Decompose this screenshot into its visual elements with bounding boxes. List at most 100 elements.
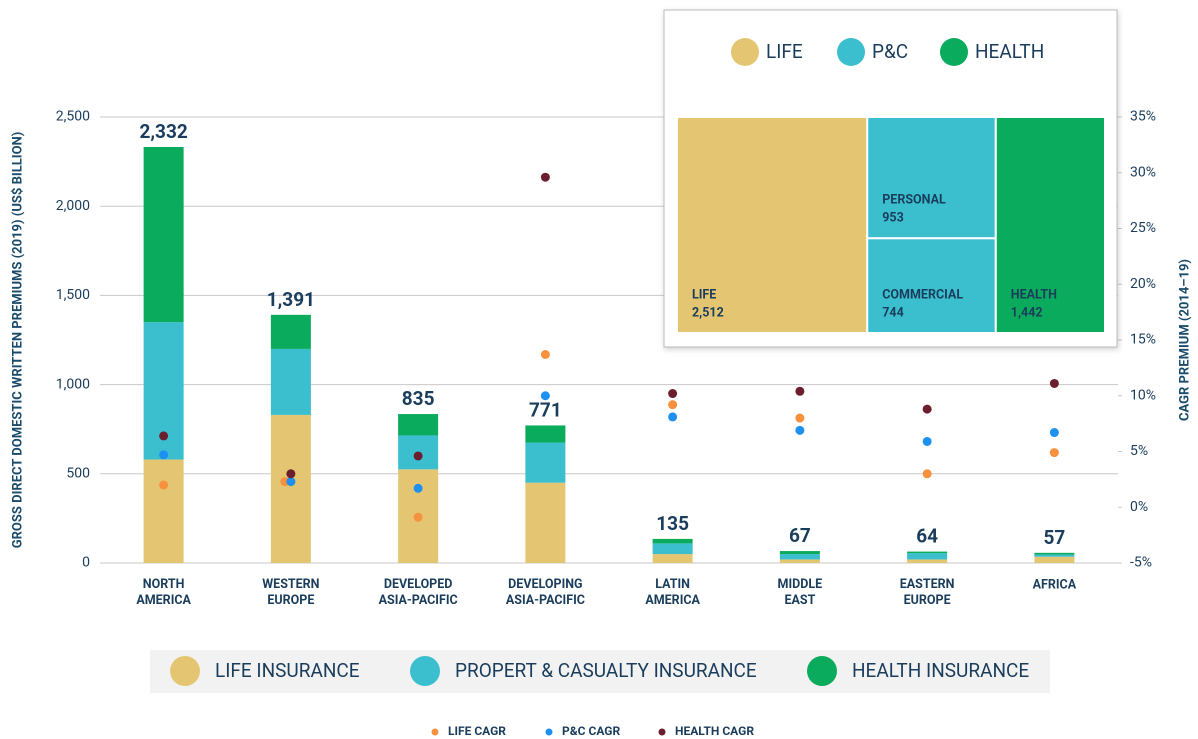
- cagr-point: [540, 349, 550, 359]
- cagr-point: [668, 412, 678, 422]
- legend-label: P&C: [872, 40, 908, 63]
- y2-tick-label: 30%: [1130, 164, 1156, 180]
- x-tick-label: DEVELOPING ASIA-PACIFIC: [506, 577, 585, 608]
- y-tick-label: 2,000: [56, 198, 90, 214]
- total-label: 67: [789, 524, 811, 547]
- cagr-point: [286, 477, 296, 487]
- x-tick-label: DEVELOPED ASIA-PACIFIC: [379, 577, 458, 608]
- legend-swatch: [658, 728, 666, 736]
- total-label: 135: [656, 512, 689, 535]
- cell-label: PERSONAL: [882, 193, 946, 208]
- bar-segment: [652, 543, 693, 555]
- bar-segment: [270, 414, 311, 563]
- cagr-point: [159, 431, 169, 441]
- y2-tick-label: 10%: [1130, 387, 1156, 403]
- legend-label: HEALTH: [975, 40, 1044, 63]
- bar-segment: [270, 348, 311, 415]
- cell-label: COMMERCIAL: [882, 287, 963, 302]
- cagr-point: [159, 450, 169, 460]
- cagr-point: [795, 425, 805, 435]
- y2-tick-label: 25%: [1130, 220, 1156, 236]
- legend-label: LIFE CAGR: [448, 724, 506, 738]
- y-tick-label: 500: [66, 466, 90, 482]
- cagr-point: [159, 480, 169, 490]
- y2-tick-label: 35%: [1130, 109, 1156, 125]
- cell-value: 744: [882, 305, 904, 320]
- legend-swatch: [431, 728, 439, 736]
- total-label: 64: [916, 525, 938, 548]
- bar-segment: [525, 425, 566, 443]
- y-tick-label: 1,500: [56, 287, 90, 303]
- cagr-point: [668, 389, 678, 399]
- x-tick-label: AFRICA: [1033, 577, 1077, 592]
- cagr-point: [413, 483, 423, 493]
- cell-label: LIFE: [692, 287, 716, 302]
- y-tick-label: 1,000: [56, 376, 90, 392]
- cell-label: HEALTH: [1011, 287, 1057, 302]
- y2-tick-label: 0%: [1130, 499, 1148, 515]
- cagr-point: [413, 512, 423, 522]
- bar-segment: [143, 146, 184, 323]
- legend-swatch: [837, 38, 865, 66]
- legend-label: LIFE: [766, 40, 803, 63]
- bar-segment: [779, 559, 820, 563]
- bar-segment: [907, 559, 948, 563]
- bar-segment: [779, 551, 820, 555]
- total-label: 771: [529, 398, 562, 421]
- y2-tick-label: -5%: [1130, 555, 1152, 571]
- legend-label: LIFE INSURANCE: [215, 659, 360, 682]
- total-label: 2,332: [139, 120, 187, 143]
- cagr-point: [668, 400, 678, 410]
- cagr-point: [540, 172, 550, 182]
- cagr-point: [286, 469, 296, 479]
- legend-swatch: [545, 728, 553, 736]
- y2-tick-label: 15%: [1130, 332, 1156, 348]
- x-tick-label: WESTERN EUROPE: [262, 577, 319, 608]
- total-label: 57: [1043, 526, 1065, 549]
- y-tick-label: 0: [82, 555, 90, 571]
- bar-segment: [1034, 554, 1075, 557]
- bar-segment: [398, 414, 439, 436]
- legend-swatch: [807, 656, 837, 686]
- legend-label: PROPERT & CASUALTY INSURANCE: [455, 659, 757, 682]
- cagr-point: [795, 386, 805, 396]
- bar-segment: [1034, 556, 1075, 563]
- cell-value: 2,512: [692, 305, 724, 320]
- x-tick-label: EASTERN EUROPE: [900, 577, 955, 608]
- bar-segment: [779, 554, 820, 560]
- cagr-point: [540, 391, 550, 401]
- x-tick-label: MIDDLE EAST: [778, 577, 823, 608]
- y2-axis-title: CAGR PREMIUM (2014–19): [1177, 259, 1192, 421]
- cell-value: 953: [882, 211, 904, 226]
- bar-segment: [270, 314, 311, 349]
- y-tick-label: 2,500: [56, 109, 90, 125]
- cagr-point: [922, 436, 932, 446]
- x-tick-label: NORTH AMERICA: [136, 577, 191, 608]
- bar-segment: [907, 553, 948, 560]
- bar-segment: [1034, 552, 1075, 555]
- legend-background: [150, 650, 1050, 693]
- cagr-point: [795, 413, 805, 423]
- bar-segment: [652, 538, 693, 544]
- bar-segment: [143, 459, 184, 563]
- legend-swatch: [731, 38, 759, 66]
- total-label: 1,391: [267, 288, 315, 311]
- legend-label: P&C CAGR: [562, 724, 620, 738]
- total-label: 835: [402, 387, 435, 410]
- legend-swatch: [170, 656, 200, 686]
- bar-segment: [652, 554, 693, 563]
- legend-swatch: [410, 656, 440, 686]
- x-tick-label: LATIN AMERICA: [645, 577, 700, 608]
- cagr-point: [1049, 448, 1059, 458]
- treemap-cell: [866, 116, 997, 240]
- legend-label: HEALTH CAGR: [675, 724, 754, 738]
- cagr-point: [1049, 428, 1059, 438]
- legend-swatch: [940, 38, 968, 66]
- cagr-point: [413, 451, 423, 461]
- treemap-cell: [994, 116, 1107, 334]
- cell-value: 1,442: [1011, 305, 1043, 320]
- cagr-point: [922, 404, 932, 414]
- cagr-point: [1049, 378, 1059, 388]
- bar-segment: [525, 482, 566, 563]
